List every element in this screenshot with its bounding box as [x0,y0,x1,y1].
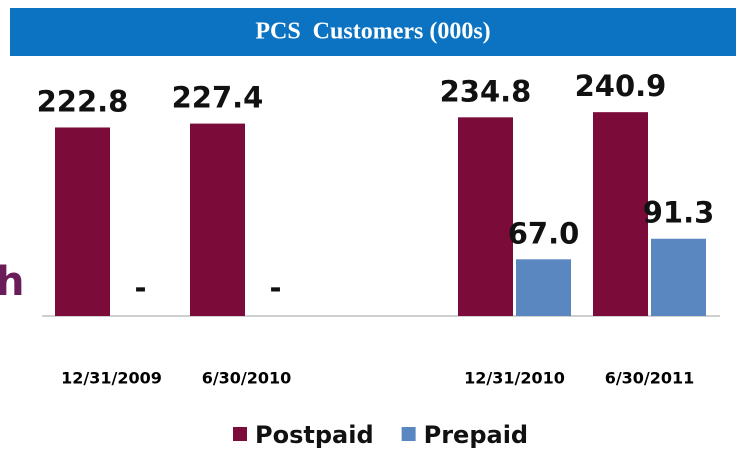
value-label: 227.4 [172,81,264,115]
chart-title: PCS Customers (000s) [255,19,490,45]
x-tick-label: 6/30/2011 [605,369,695,388]
x-tick-label: 12/31/2010 [464,369,565,388]
bar [458,117,513,316]
x-tick-label: 12/31/2009 [61,369,162,388]
bar [55,127,110,316]
side-fragment: h [0,259,24,305]
legend-swatch [401,427,416,441]
bar [516,259,571,316]
bar [651,238,706,316]
value-label: - [134,271,146,305]
bar [593,112,648,317]
value-label: 234.8 [440,74,532,108]
value-label: 222.8 [37,84,129,118]
value-label: 240.9 [575,69,667,103]
x-tick-label: 6/30/2010 [202,369,292,388]
value-label: - [269,271,281,305]
value-label: 67.0 [508,216,580,250]
legend-swatch [233,427,247,441]
value-label: 91.3 [643,196,715,230]
title-bar [10,8,736,56]
bar [190,123,245,316]
legend-label: Postpaid [255,421,374,449]
legend-label: Prepaid [424,421,528,449]
